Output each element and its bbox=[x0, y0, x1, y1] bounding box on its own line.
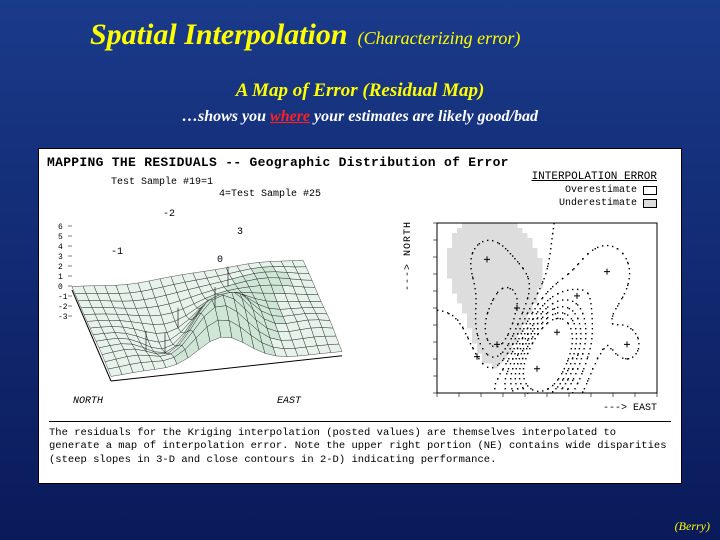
right-contour-block: INTERPOLATION ERROR Overestimate Underes… bbox=[411, 171, 675, 421]
peak-label-1: -1 bbox=[111, 247, 123, 258]
svg-text:6: 6 bbox=[58, 223, 63, 232]
peak-label-2: 0 bbox=[217, 255, 223, 266]
sample25-label: 4=Test Sample #25 bbox=[219, 189, 321, 200]
figure-title: MAPPING THE RESIDUALS -- Geographic Dist… bbox=[47, 155, 509, 170]
axis-east-right: ---> EAST bbox=[411, 403, 675, 414]
credit: (Berry) bbox=[675, 519, 710, 534]
peak-label-3: 3 bbox=[237, 227, 243, 238]
peak-label-0: -2 bbox=[163, 209, 175, 220]
svg-text:4: 4 bbox=[58, 243, 63, 252]
sub-heading: A Map of Error (Residual Map) bbox=[0, 52, 720, 102]
svg-text:3: 3 bbox=[58, 253, 63, 262]
interp-error-title: INTERPOLATION ERROR bbox=[411, 171, 675, 183]
caption-suffix: your estimates are likely good/bad bbox=[310, 108, 538, 125]
figure-caption-text: The residuals for the Kriging interpolat… bbox=[49, 421, 671, 467]
caption-prefix: …shows you bbox=[182, 108, 270, 125]
left-3d-svg: 6543210-1-2-3 bbox=[47, 177, 397, 415]
page-subtitle: (Characterizing error) bbox=[358, 28, 521, 49]
axis-north-right: ---> NORTH bbox=[403, 221, 414, 291]
svg-text:5: 5 bbox=[58, 233, 63, 242]
caption: …shows you where your estimates are like… bbox=[0, 102, 720, 126]
axis-north: NORTH bbox=[73, 396, 103, 407]
sample19-label: Test Sample #19=1 bbox=[111, 177, 213, 188]
swatch-over bbox=[643, 186, 657, 195]
figure-panel: MAPPING THE RESIDUALS -- Geographic Dist… bbox=[38, 148, 682, 484]
legend-underestimate: Underestimate bbox=[411, 198, 675, 209]
page-title: Spatial Interpolation bbox=[90, 18, 348, 52]
svg-text:2: 2 bbox=[58, 263, 63, 272]
svg-text:-1: -1 bbox=[58, 293, 68, 302]
axis-east: EAST bbox=[277, 396, 301, 407]
caption-highlight: where bbox=[270, 108, 310, 125]
legend-overestimate: Overestimate bbox=[411, 185, 675, 196]
right-contour-svg bbox=[427, 213, 667, 397]
swatch-under bbox=[643, 199, 657, 208]
svg-text:-3: -3 bbox=[58, 313, 68, 322]
svg-text:-2: -2 bbox=[58, 303, 68, 312]
left-3d-chart: 6543210-1-2-3 Test Sample #19=1 4=Test S… bbox=[47, 177, 397, 415]
svg-text:0: 0 bbox=[58, 283, 63, 292]
svg-text:1: 1 bbox=[58, 273, 63, 282]
